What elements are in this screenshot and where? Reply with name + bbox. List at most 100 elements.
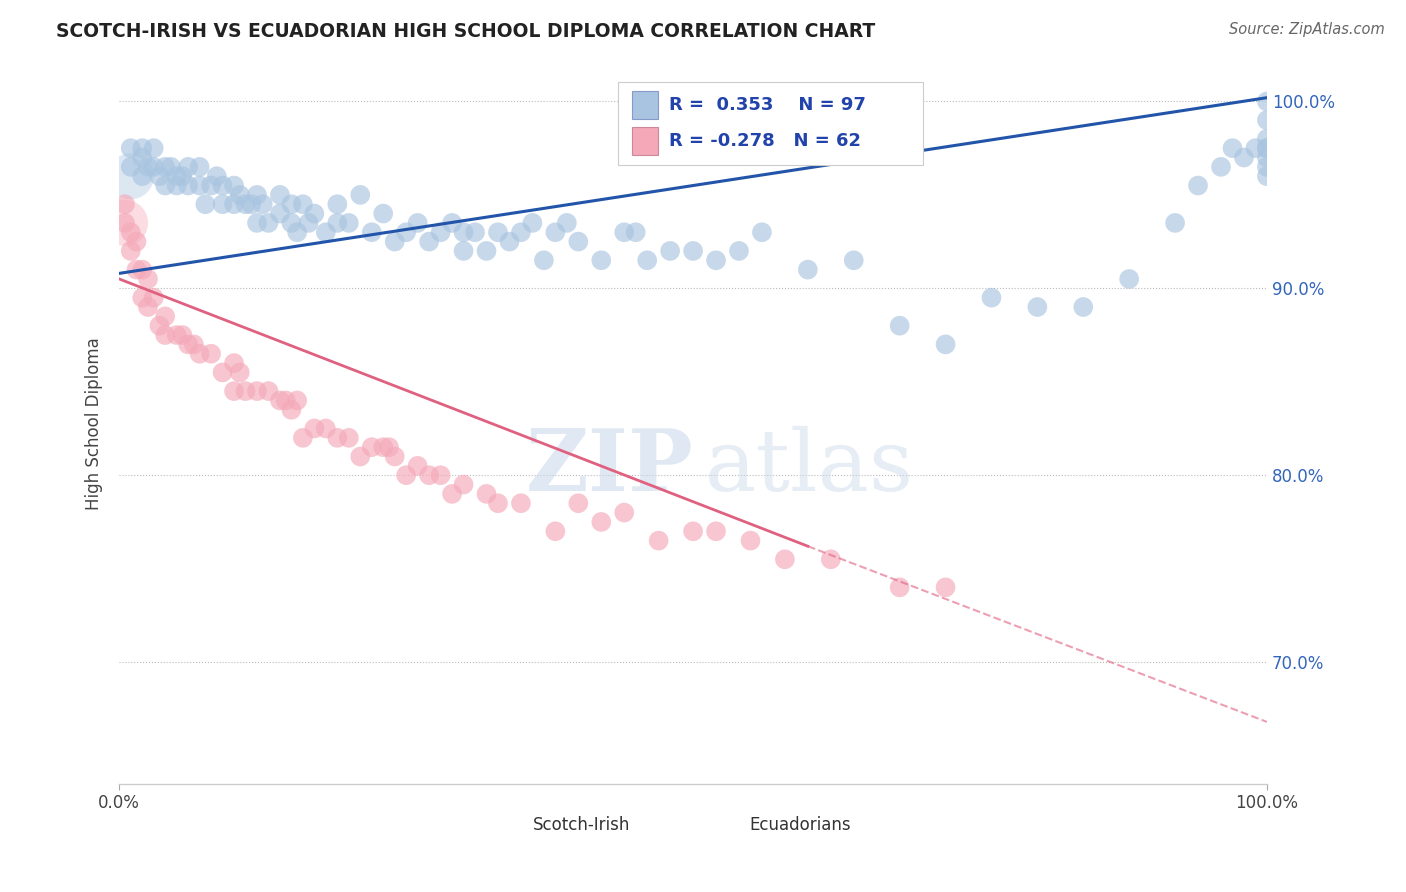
Point — [418, 468, 440, 483]
Point — [142, 291, 165, 305]
Point — [200, 347, 222, 361]
Point — [131, 141, 153, 155]
Point — [172, 328, 194, 343]
Point — [1118, 272, 1140, 286]
Text: ZIP: ZIP — [526, 425, 693, 509]
Point — [453, 477, 475, 491]
Point — [486, 496, 509, 510]
Point — [1256, 169, 1278, 184]
Point — [269, 187, 291, 202]
Point — [183, 337, 205, 351]
Point — [613, 225, 636, 239]
Text: atlas: atlas — [704, 425, 914, 508]
Point — [567, 496, 589, 510]
Point — [136, 272, 159, 286]
Point — [636, 253, 658, 268]
Point — [229, 366, 252, 380]
Point — [797, 262, 820, 277]
Point — [418, 235, 440, 249]
Point — [360, 225, 382, 239]
Point — [280, 216, 302, 230]
Point — [177, 160, 200, 174]
Point — [246, 216, 269, 230]
Point — [246, 384, 269, 398]
Point — [153, 310, 176, 324]
Point — [464, 225, 486, 239]
Point — [269, 206, 291, 220]
Point — [211, 366, 233, 380]
Point — [395, 225, 418, 239]
Point — [142, 141, 165, 155]
Point — [114, 216, 136, 230]
Point — [1209, 160, 1232, 174]
Point — [378, 440, 401, 454]
Text: SCOTCH-IRISH VS ECUADORIAN HIGH SCHOOL DIPLOMA CORRELATION CHART: SCOTCH-IRISH VS ECUADORIAN HIGH SCHOOL D… — [56, 22, 876, 41]
Point — [647, 533, 669, 548]
Point — [522, 216, 544, 230]
Point — [172, 169, 194, 184]
Point — [360, 440, 382, 454]
Point — [1256, 113, 1278, 128]
Point — [304, 421, 326, 435]
Point — [453, 244, 475, 258]
Point — [591, 515, 613, 529]
Point — [114, 216, 136, 230]
Point — [980, 291, 1002, 305]
Point — [1256, 141, 1278, 155]
Point — [935, 580, 957, 594]
Text: Source: ZipAtlas.com: Source: ZipAtlas.com — [1229, 22, 1385, 37]
Point — [304, 206, 326, 220]
Point — [1244, 141, 1267, 155]
Point — [682, 244, 704, 258]
Point — [120, 141, 142, 155]
Point — [429, 468, 451, 483]
Point — [285, 225, 308, 239]
Point — [188, 347, 211, 361]
Point — [349, 187, 371, 202]
Point — [1256, 141, 1278, 155]
Point — [315, 225, 337, 239]
Point — [373, 206, 395, 220]
Point — [246, 187, 269, 202]
Point — [188, 160, 211, 174]
Point — [240, 197, 263, 211]
Point — [166, 328, 188, 343]
Point — [395, 468, 418, 483]
Point — [142, 160, 165, 174]
Point — [751, 225, 773, 239]
Point — [555, 216, 578, 230]
Point — [211, 197, 233, 211]
Point — [441, 216, 464, 230]
Point — [1256, 160, 1278, 174]
Point — [257, 384, 280, 398]
Point — [510, 496, 533, 510]
Point — [613, 506, 636, 520]
FancyBboxPatch shape — [619, 82, 922, 165]
Point — [441, 487, 464, 501]
Point — [728, 244, 751, 258]
Point — [153, 160, 176, 174]
Point — [544, 225, 567, 239]
Point — [153, 328, 176, 343]
Point — [337, 216, 360, 230]
Point — [222, 384, 245, 398]
Point — [1222, 141, 1244, 155]
Point — [935, 337, 957, 351]
Point — [704, 253, 727, 268]
Point — [659, 244, 682, 258]
Point — [166, 169, 188, 184]
Point — [222, 197, 245, 211]
Point — [486, 225, 509, 239]
Point — [475, 487, 498, 501]
Point — [889, 318, 911, 333]
Point — [194, 197, 217, 211]
Point — [624, 225, 647, 239]
Point — [1071, 300, 1094, 314]
Point — [114, 197, 136, 211]
Point — [567, 235, 589, 249]
Point — [820, 552, 842, 566]
Point — [298, 216, 321, 230]
Point — [280, 197, 302, 211]
Text: R =  0.353    N = 97: R = 0.353 N = 97 — [669, 96, 866, 114]
Point — [326, 216, 349, 230]
